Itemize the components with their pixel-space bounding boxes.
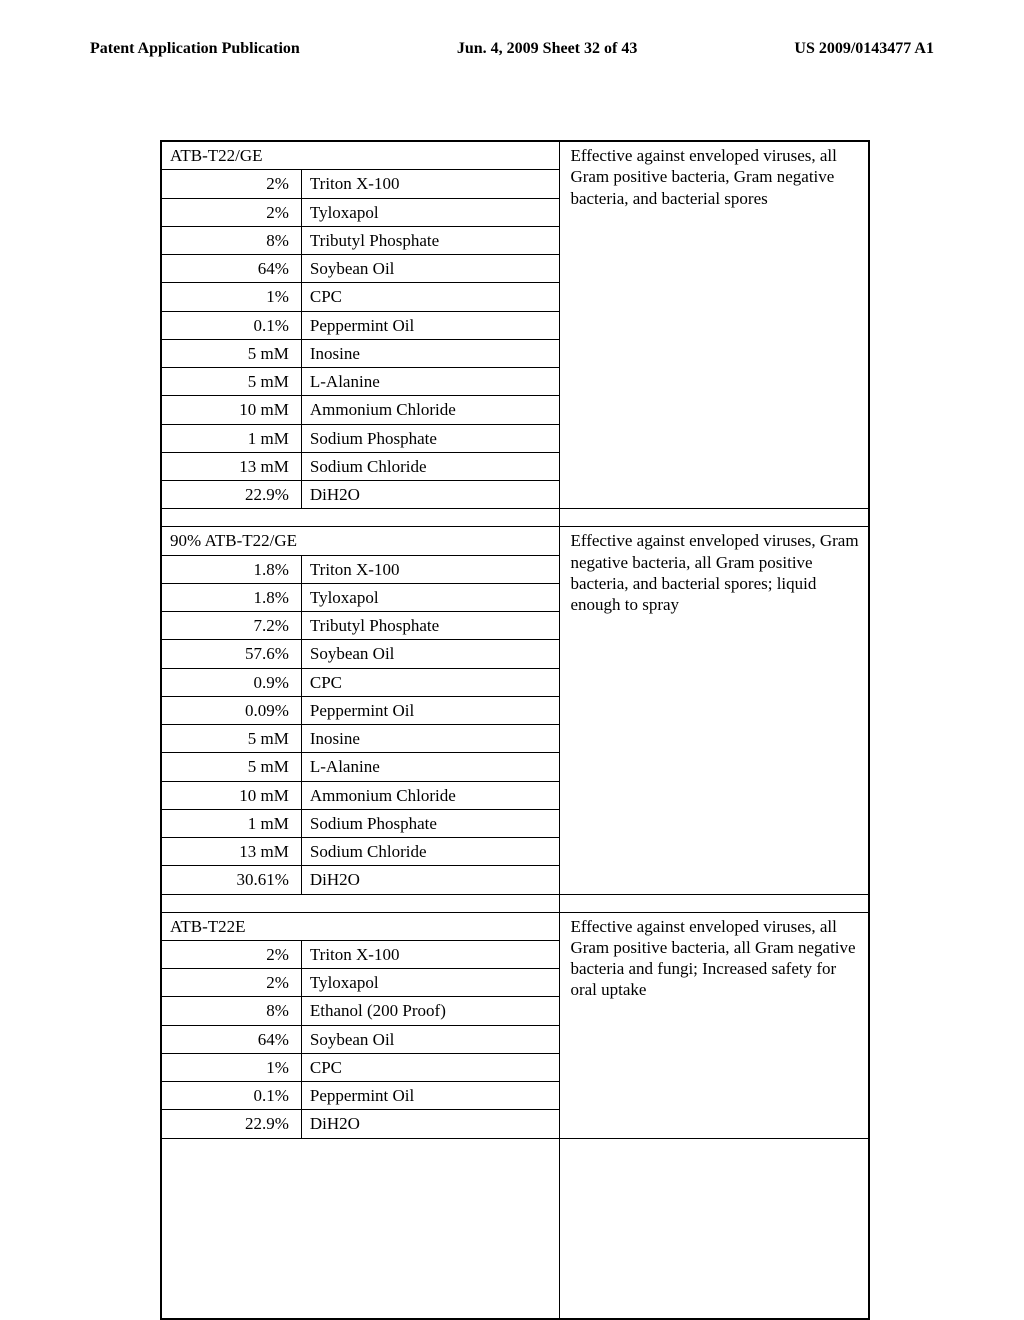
amount-cell: 2% — [162, 198, 301, 226]
ingredient-cell: DiH2O — [301, 1110, 560, 1138]
amount-cell: 2% — [162, 940, 301, 968]
amount-cell: 8% — [162, 997, 301, 1025]
page-header: Patent Application Publication Jun. 4, 2… — [90, 40, 934, 58]
ingredient-cell: L-Alanine — [301, 368, 560, 396]
spacer-cell — [560, 509, 868, 527]
spacer-cell — [162, 1138, 560, 1318]
ingredient-cell: Peppermint Oil — [301, 1082, 560, 1110]
spacer-cell — [162, 509, 560, 527]
amount-cell: 7.2% — [162, 612, 301, 640]
ingredient-cell: DiH2O — [301, 481, 560, 509]
formulation-table: ATB-T22/GEEffective against enveloped vi… — [162, 142, 868, 1318]
amount-cell: 1.8% — [162, 555, 301, 583]
section-effect: Effective against enveloped viruses, all… — [560, 142, 868, 509]
ingredient-cell: Soybean Oil — [301, 1025, 560, 1053]
amount-cell: 1 mM — [162, 424, 301, 452]
amount-cell: 5 mM — [162, 339, 301, 367]
ingredient-cell: Triton X-100 — [301, 170, 560, 198]
ingredient-cell: CPC — [301, 283, 560, 311]
amount-cell: 22.9% — [162, 1110, 301, 1138]
amount-cell: 5 mM — [162, 753, 301, 781]
ingredient-cell: Triton X-100 — [301, 940, 560, 968]
ingredient-cell: Tyloxapol — [301, 198, 560, 226]
amount-cell: 64% — [162, 255, 301, 283]
amount-cell: 30.61% — [162, 866, 301, 894]
ingredient-cell: Tyloxapol — [301, 969, 560, 997]
ingredient-cell: Tyloxapol — [301, 583, 560, 611]
amount-cell: 22.9% — [162, 481, 301, 509]
amount-cell: 1% — [162, 1053, 301, 1081]
ingredient-cell: Sodium Chloride — [301, 452, 560, 480]
amount-cell: 13 mM — [162, 838, 301, 866]
ingredient-cell: DiH2O — [301, 866, 560, 894]
ingredient-cell: CPC — [301, 668, 560, 696]
header-center: Jun. 4, 2009 Sheet 32 of 43 — [457, 40, 637, 58]
amount-cell: 57.6% — [162, 640, 301, 668]
ingredient-cell: Soybean Oil — [301, 640, 560, 668]
ingredient-cell: L-Alanine — [301, 753, 560, 781]
ingredient-cell: Ammonium Chloride — [301, 396, 560, 424]
amount-cell: 0.9% — [162, 668, 301, 696]
ingredient-cell: Peppermint Oil — [301, 696, 560, 724]
section-effect: Effective against enveloped viruses, all… — [560, 912, 868, 1138]
section-title: ATB-T22/GE — [162, 142, 560, 170]
ingredient-cell: Tributyl Phosphate — [301, 226, 560, 254]
header-left: Patent Application Publication — [90, 40, 300, 58]
amount-cell: 1 mM — [162, 809, 301, 837]
ingredient-cell: Sodium Phosphate — [301, 809, 560, 837]
amount-cell: 0.09% — [162, 696, 301, 724]
amount-cell: 2% — [162, 170, 301, 198]
ingredient-cell: Sodium Chloride — [301, 838, 560, 866]
ingredient-cell: Inosine — [301, 339, 560, 367]
formulation-table-container: ATB-T22/GEEffective against enveloped vi… — [160, 140, 870, 1320]
spacer-cell — [560, 1138, 868, 1318]
amount-cell: 13 mM — [162, 452, 301, 480]
section-title: 90% ATB-T22/GE — [162, 527, 560, 555]
amount-cell: 8% — [162, 226, 301, 254]
amount-cell: 5 mM — [162, 725, 301, 753]
ingredient-cell: Soybean Oil — [301, 255, 560, 283]
ingredient-cell: Sodium Phosphate — [301, 424, 560, 452]
amount-cell: 10 mM — [162, 396, 301, 424]
spacer-cell — [560, 894, 868, 912]
ingredient-cell: Triton X-100 — [301, 555, 560, 583]
amount-cell: 1.8% — [162, 583, 301, 611]
amount-cell: 0.1% — [162, 311, 301, 339]
ingredient-cell: CPC — [301, 1053, 560, 1081]
ingredient-cell: Ethanol (200 Proof) — [301, 997, 560, 1025]
ingredient-cell: Tributyl Phosphate — [301, 612, 560, 640]
amount-cell: 10 mM — [162, 781, 301, 809]
spacer-cell — [162, 894, 560, 912]
ingredient-cell: Ammonium Chloride — [301, 781, 560, 809]
amount-cell: 1% — [162, 283, 301, 311]
ingredient-cell: Peppermint Oil — [301, 311, 560, 339]
header-right: US 2009/0143477 A1 — [794, 40, 934, 58]
section-title: ATB-T22E — [162, 912, 560, 940]
amount-cell: 2% — [162, 969, 301, 997]
section-effect: Effective against enveloped viruses, Gra… — [560, 527, 868, 894]
amount-cell: 0.1% — [162, 1082, 301, 1110]
amount-cell: 5 mM — [162, 368, 301, 396]
ingredient-cell: Inosine — [301, 725, 560, 753]
amount-cell: 64% — [162, 1025, 301, 1053]
